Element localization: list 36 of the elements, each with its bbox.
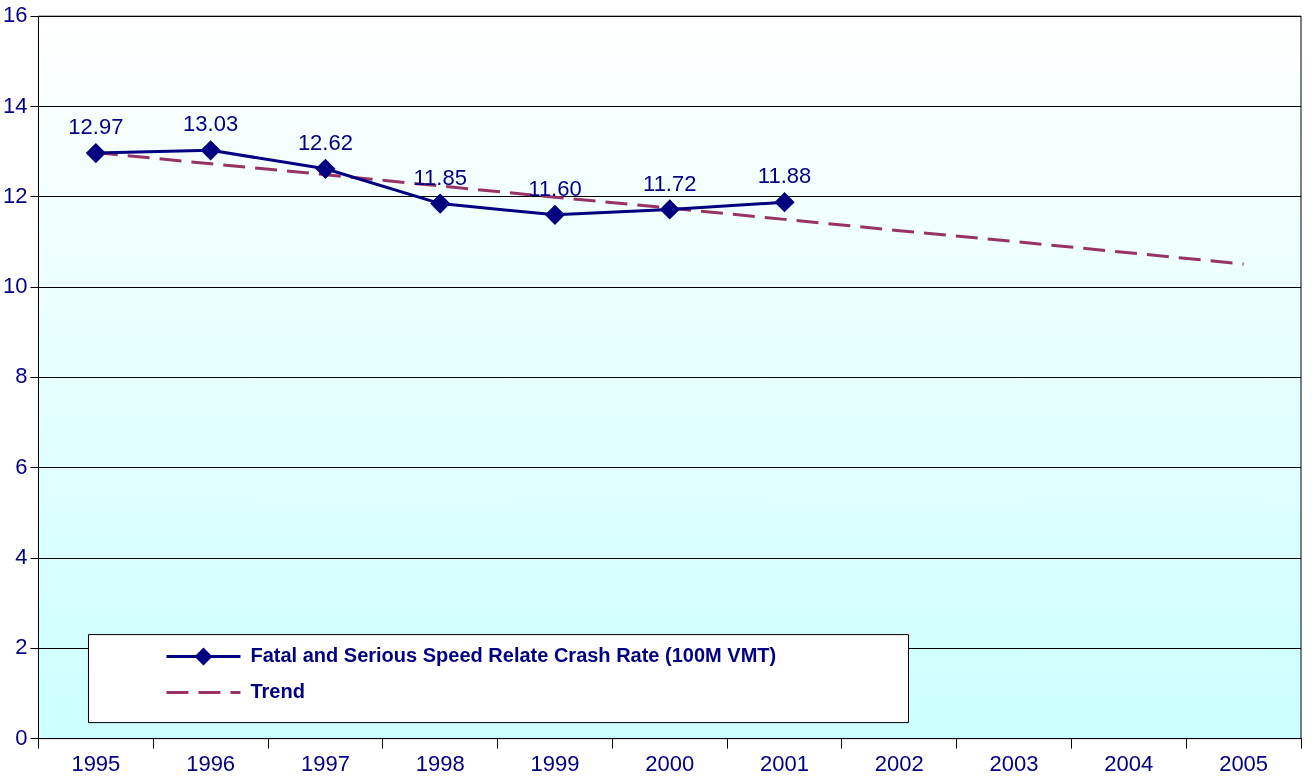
y-tick-label: 0 [15, 724, 28, 750]
x-tick-label: 2000 [645, 750, 695, 776]
y-tick-label: 16 [2, 2, 28, 28]
y-tick-label: 10 [2, 273, 28, 299]
x-tick-label: 1999 [530, 750, 580, 776]
x-tick-label: 1998 [415, 750, 465, 776]
point [201, 140, 221, 160]
point [545, 205, 565, 225]
data-label: 11.88 [757, 163, 812, 189]
x-tick-label: 1997 [300, 750, 350, 776]
x-tick-label: 2002 [874, 750, 924, 776]
y-tick-label: 6 [15, 453, 28, 479]
x-tick-label: 2003 [989, 750, 1039, 776]
data-label: 12.97 [68, 114, 124, 140]
y-tick-label: 14 [2, 92, 28, 118]
point [660, 199, 680, 219]
data-label: 11.60 [528, 175, 582, 201]
x-tick-label: 1995 [71, 750, 121, 776]
y-tick-label: 12 [2, 182, 28, 208]
point [430, 194, 450, 214]
legend-label: Fatal and Serious Speed Relate Crash Rate (100M VMT) [250, 644, 777, 667]
legend-label: Trend [250, 680, 305, 703]
data-label: 11.85 [413, 164, 467, 190]
x-tick-label: 1996 [186, 750, 236, 776]
data-label: 13.03 [183, 111, 239, 137]
y-tick-label: 2 [15, 634, 28, 660]
point [86, 143, 106, 163]
point [775, 192, 795, 212]
x-tick-label: 2004 [1104, 750, 1154, 776]
point [315, 159, 335, 179]
x-tick-label: 2005 [1219, 750, 1269, 776]
y-tick-label: 8 [15, 363, 28, 389]
data-label: 12.62 [297, 129, 353, 155]
y-tick-label: 4 [15, 544, 28, 570]
x-tick-label: 2001 [760, 750, 809, 776]
data-label: 11.72 [643, 170, 697, 196]
